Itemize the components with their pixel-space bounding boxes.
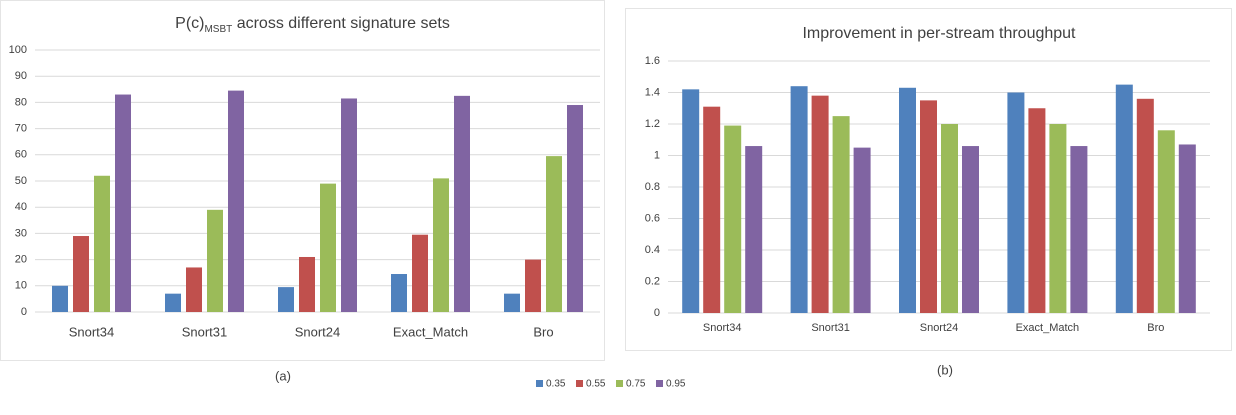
bar (546, 156, 562, 312)
bar (1115, 84, 1133, 313)
bar (962, 146, 979, 313)
y-tick-label: 0.2 (645, 275, 660, 287)
bar (790, 86, 808, 313)
y-tick-label: 40 (15, 201, 27, 213)
bar (278, 287, 294, 312)
bar (724, 125, 742, 313)
y-tick-label: 10 (15, 280, 27, 292)
y-tick-label: 70 (15, 123, 27, 135)
y-tick-label: 0.6 (645, 212, 660, 224)
bar (703, 106, 721, 313)
y-tick-label: 90 (15, 70, 27, 82)
y-tick-label: 1 (654, 149, 660, 161)
y-tick-label: 80 (15, 96, 27, 108)
bar (1049, 124, 1067, 313)
x-tick-label: Snort34 (69, 324, 115, 339)
y-tick-label: 0.8 (645, 181, 660, 193)
bar (811, 95, 829, 314)
bar (391, 274, 407, 312)
title-rest: across different signature sets (232, 15, 450, 32)
title-main: P(c) (175, 15, 204, 32)
bar (1070, 146, 1088, 313)
bar (228, 90, 244, 312)
bar (899, 87, 916, 314)
y-tick-label: 50 (15, 175, 27, 187)
legend-swatch (576, 380, 583, 387)
bar (567, 105, 583, 313)
bar (853, 147, 871, 313)
bar (73, 236, 89, 312)
y-tick-label: 1.2 (645, 118, 660, 130)
bar (52, 285, 68, 312)
bar (832, 116, 850, 313)
chart-border (625, 8, 1232, 351)
x-tick-label: Snort24 (920, 322, 959, 334)
bar (115, 94, 131, 312)
bar (454, 95, 470, 312)
x-tick-label: Snort31 (182, 324, 228, 339)
title-subscript: MSBT (204, 24, 232, 35)
x-tick-label: Bro (533, 324, 553, 339)
x-tick-label: Exact_Match (393, 324, 468, 339)
bar (920, 100, 937, 313)
legend-label: 0.55 (586, 379, 606, 390)
y-tick-label: 1.6 (645, 55, 660, 67)
legend-swatch (656, 380, 663, 387)
bar (94, 175, 110, 312)
legend-swatch (536, 380, 543, 387)
bar (433, 178, 449, 312)
bar (412, 234, 428, 312)
bar (1178, 144, 1196, 313)
y-tick-label: 30 (15, 227, 27, 239)
bar (504, 293, 520, 312)
bar (299, 256, 315, 312)
bar (165, 293, 181, 312)
chart-title: P(c)MSBT across different signature sets (175, 15, 450, 34)
y-tick-label: 60 (15, 149, 27, 161)
bar (1007, 92, 1025, 313)
x-tick-label: Snort24 (295, 324, 341, 339)
x-tick-label: Snort34 (703, 322, 742, 334)
caption: (b) (937, 362, 953, 377)
y-tick-label: 20 (15, 254, 27, 266)
y-tick-label: 0 (654, 307, 660, 319)
x-tick-label: Snort31 (811, 322, 850, 334)
y-tick-label: 0.4 (645, 244, 660, 256)
y-tick-label: 1.4 (645, 86, 660, 98)
y-tick-label: 100 (9, 44, 27, 56)
caption: (a) (275, 368, 291, 383)
bar (525, 259, 541, 312)
legend-swatch (616, 380, 623, 387)
bar (745, 146, 763, 313)
bar (341, 98, 357, 312)
bar (1157, 130, 1175, 313)
bar (320, 183, 336, 312)
bar (682, 89, 700, 313)
bar (1028, 108, 1046, 313)
legend-label: 0.35 (546, 379, 566, 390)
chart-border (0, 0, 605, 361)
x-tick-label: Bro (1147, 322, 1164, 334)
chart-title: Improvement in per-stream throughput (802, 25, 1076, 42)
bar (941, 124, 958, 313)
bar (207, 209, 223, 312)
y-tick-label: 0 (21, 306, 27, 318)
legend-label: 0.95 (666, 379, 686, 390)
bar (1136, 98, 1154, 313)
x-tick-label: Exact_Match (1016, 322, 1080, 334)
bar (186, 267, 202, 312)
legend-label: 0.75 (626, 379, 646, 390)
